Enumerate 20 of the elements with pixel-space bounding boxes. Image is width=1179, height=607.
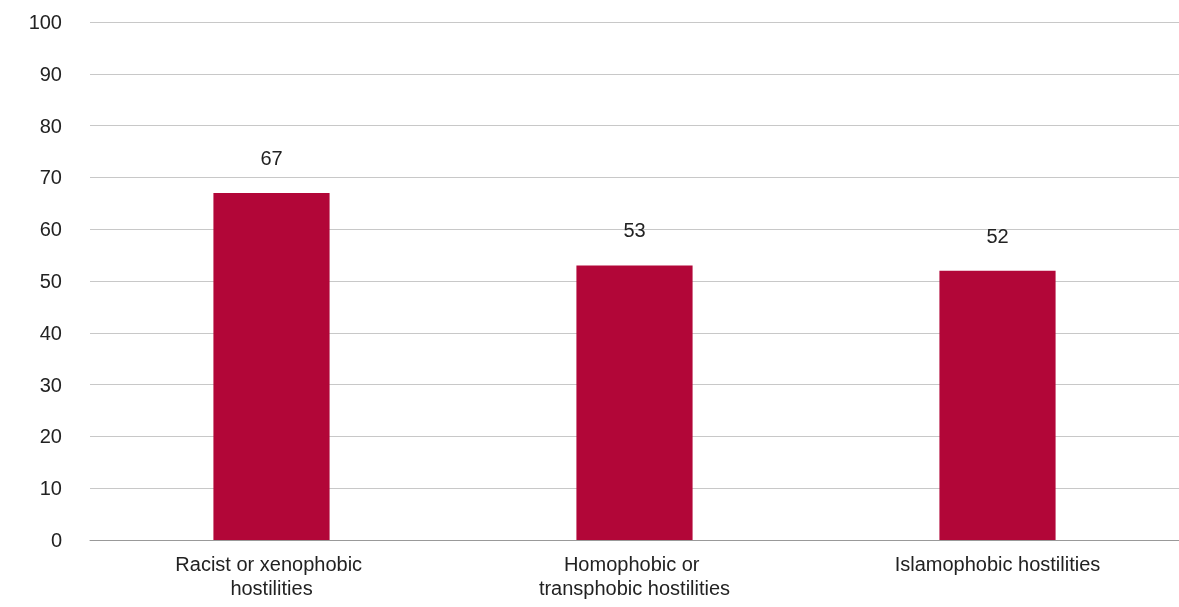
- y-tick-label: 40: [39, 321, 62, 344]
- y-tick-label: 10: [39, 477, 62, 500]
- y-tick-label: 60: [39, 218, 62, 241]
- x-tick-label: Islamophobic hostilities: [894, 553, 1101, 575]
- data-label: 52: [986, 224, 1009, 247]
- data-label: 67: [260, 146, 283, 169]
- data-label: 53: [623, 219, 646, 242]
- y-tick-label: 30: [39, 373, 62, 396]
- y-tick-label: 0: [50, 529, 62, 551]
- y-tick-label: 50: [39, 270, 62, 292]
- y-tick-label: 90: [39, 62, 62, 85]
- y-tick-label: 100: [28, 11, 62, 33]
- y-tick-label: 70: [39, 166, 62, 189]
- bar: [576, 265, 693, 540]
- x-tick-label: Homophobic or transphobic hostilities: [538, 553, 731, 599]
- y-tick-label: 80: [39, 114, 62, 137]
- bar: [213, 192, 330, 540]
- y-tick-label: 20: [39, 425, 62, 448]
- bar: [939, 270, 1056, 540]
- x-tick-label: Racist or xenophobic hostilities: [175, 553, 368, 599]
